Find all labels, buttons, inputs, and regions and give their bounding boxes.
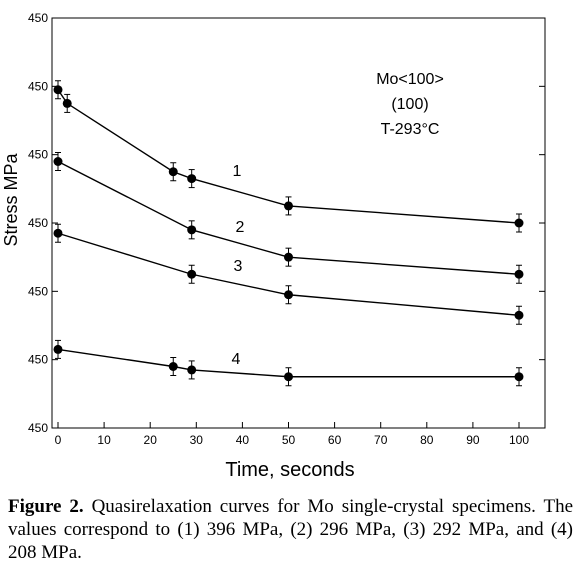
data-point [53,85,63,95]
y-tick-label: 450 [28,148,48,162]
series-1 [53,80,524,233]
figure-caption-text: Quasirelaxation curves for Mo single-cry… [8,496,573,563]
data-point [53,157,63,166]
annotation-temperature: T-293°C [381,121,440,138]
plot-area-border [51,17,546,429]
series-layer [53,80,524,387]
data-point [284,252,293,262]
data-point [284,201,293,211]
x-tick-label: 60 [328,433,342,447]
annotation-plane: (100) [391,96,428,113]
data-point [62,98,72,108]
x-tick-label: 70 [374,433,388,447]
series-3 [53,223,524,325]
data-point [514,269,524,279]
data-point [168,362,178,371]
data-point [284,372,293,382]
y-tick-label: 450 [28,284,48,298]
data-point [187,174,197,184]
plot-frame [51,17,546,429]
data-point [168,167,178,177]
y-tick-label: 450 [28,421,48,435]
y-tick-label: 450 [28,353,48,367]
data-point [514,310,524,320]
data-point [284,290,293,300]
x-tick-label: 90 [466,433,480,447]
figure-caption-label: Figure 2. [8,496,84,517]
series-label-4: 4 [232,351,241,368]
x-axis-ticks: 0 10 20 30 40 50 60 70 80 90 100 [55,422,529,447]
series-2 [53,152,524,284]
data-point [53,228,63,238]
x-tick-label: 10 [97,433,111,447]
x-axis-title: Time, seconds [225,459,354,481]
x-tick-label: 100 [509,433,529,447]
annotation-material: Mo<100> [376,71,444,88]
x-tick-label: 20 [144,433,158,447]
series-label-2: 2 [236,219,245,236]
data-point [53,344,63,354]
y-tick-label: 450 [28,11,48,25]
x-tick-label: 40 [236,433,250,447]
series-line [57,160,520,275]
data-point [187,225,197,235]
figure-caption: Figure 2. Quasirelaxation curves for Mo … [8,495,573,564]
x-tick-label: 50 [282,433,296,447]
y-tick-label: 450 [28,79,48,93]
series-4 [53,339,524,387]
series-labels: 1 2 3 4 [232,163,245,368]
series-label-3: 3 [234,258,243,275]
y-axis-ticks: 450 450 450 450 450 450 450 [28,11,545,435]
y-axis-title: Stress MPa [1,153,21,247]
series-label-1: 1 [233,163,242,180]
chart: 0 10 20 30 40 50 60 70 80 90 100 45045045045045045… [1,11,546,481]
x-tick-label: 0 [55,433,62,447]
data-point [187,365,197,375]
y-tick-label: 450 [28,216,48,230]
x-tick-label: 30 [190,433,204,447]
data-point [514,218,524,228]
data-point [514,372,524,382]
series-line [57,232,520,316]
x-tick-label: 80 [420,433,434,447]
annotation-block: Mo<100> (100) T-293°C [376,71,444,138]
data-point [187,269,197,279]
